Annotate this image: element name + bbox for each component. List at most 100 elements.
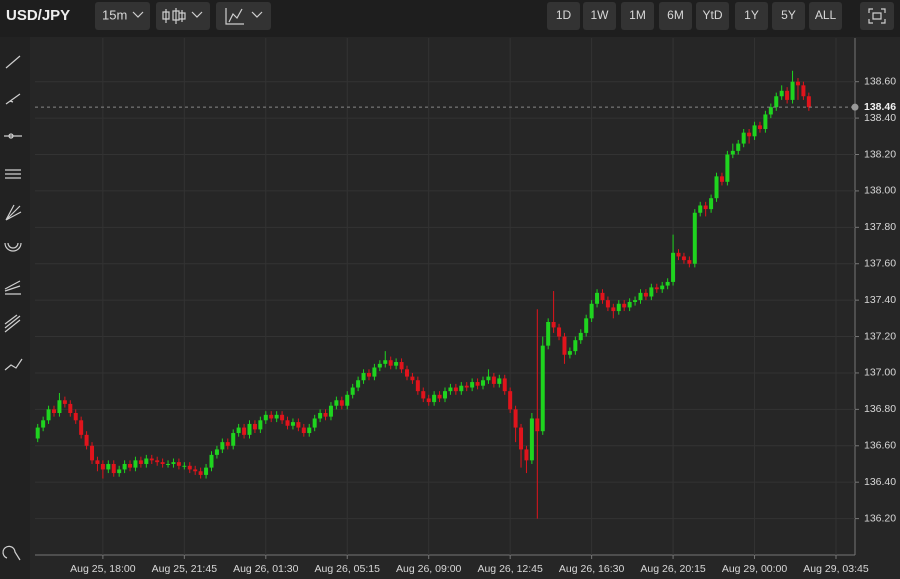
candle-body bbox=[394, 362, 399, 366]
interval: 15m bbox=[102, 7, 127, 22]
candle-body bbox=[296, 422, 301, 428]
candle-body bbox=[350, 387, 355, 395]
candle-body bbox=[106, 463, 111, 470]
candle-body bbox=[578, 332, 583, 341]
y-tick-label: 137.00 bbox=[864, 367, 896, 379]
candle-body bbox=[62, 400, 67, 404]
arc-tool[interactable] bbox=[4, 242, 22, 252]
candle-body bbox=[665, 281, 670, 286]
range-label: YtD bbox=[702, 8, 722, 22]
candle-body bbox=[307, 427, 312, 434]
range-button[interactable] bbox=[621, 2, 654, 30]
candle-body bbox=[312, 418, 317, 428]
candle-body bbox=[475, 382, 480, 386]
candle-body bbox=[263, 414, 268, 421]
candle-body bbox=[459, 385, 464, 392]
candle-body bbox=[622, 303, 627, 308]
range-label: 5Y bbox=[781, 8, 796, 22]
candle-body bbox=[567, 351, 572, 355]
candle-body bbox=[318, 413, 323, 419]
candle-body bbox=[562, 336, 567, 355]
candle-body bbox=[443, 391, 447, 399]
candle-body bbox=[605, 300, 610, 308]
candle-body bbox=[790, 81, 795, 100]
candle-body bbox=[214, 449, 219, 455]
candle-body bbox=[600, 292, 605, 301]
candle-body bbox=[464, 385, 469, 388]
candle-body bbox=[557, 327, 562, 337]
range-button[interactable] bbox=[696, 2, 729, 30]
chart-type-button[interactable] bbox=[156, 2, 210, 30]
candle-body bbox=[231, 433, 236, 446]
candle-body bbox=[84, 434, 89, 446]
candle-body bbox=[187, 465, 192, 470]
indicator-button[interactable] bbox=[216, 2, 271, 30]
candle-body bbox=[589, 303, 594, 319]
hline-tool[interactable] bbox=[4, 133, 22, 139]
x-tick-label: Aug 26, 09:00 bbox=[396, 563, 462, 575]
candle-body bbox=[643, 292, 648, 297]
candle-body bbox=[491, 376, 496, 384]
candle-body bbox=[149, 458, 154, 461]
range-button[interactable] bbox=[735, 2, 768, 30]
trend-tool[interactable] bbox=[5, 55, 21, 69]
candle-body bbox=[627, 301, 632, 308]
candle-body bbox=[763, 114, 768, 130]
fullscreen-button[interactable] bbox=[860, 2, 894, 30]
candle-body bbox=[68, 403, 73, 414]
x-tick-label: Aug 26, 12:45 bbox=[477, 563, 543, 575]
fan-tool[interactable] bbox=[5, 204, 22, 221]
candle-body bbox=[388, 360, 393, 366]
pitch-tool[interactable] bbox=[4, 314, 21, 333]
range-button[interactable] bbox=[659, 2, 692, 30]
candle-body bbox=[52, 409, 57, 414]
candle-body bbox=[649, 287, 654, 297]
range-button[interactable] bbox=[772, 2, 805, 30]
y-tick-label: 137.80 bbox=[864, 221, 896, 233]
range-label: 6M bbox=[667, 8, 684, 22]
tool-icons bbox=[2, 55, 23, 561]
y-tick-label: 136.40 bbox=[864, 476, 896, 488]
x-tick-label: Aug 29, 03:45 bbox=[803, 563, 869, 575]
candle-body bbox=[79, 420, 84, 435]
channel-tool[interactable] bbox=[5, 169, 21, 179]
candle-body bbox=[502, 378, 507, 392]
range-button[interactable] bbox=[547, 2, 580, 30]
candle-body bbox=[774, 96, 779, 108]
range-button[interactable] bbox=[583, 2, 616, 30]
candle-body bbox=[399, 362, 404, 370]
candle-body bbox=[100, 463, 105, 470]
range-button[interactable] bbox=[809, 2, 842, 30]
candle-body bbox=[795, 81, 800, 86]
candle-body bbox=[421, 391, 426, 399]
candle-body bbox=[410, 376, 415, 381]
candle-body bbox=[687, 260, 692, 264]
interval-button[interactable] bbox=[95, 2, 150, 30]
candle-body bbox=[730, 150, 735, 155]
candle-body bbox=[377, 363, 382, 368]
x-tick-label: Aug 26, 01:30 bbox=[233, 563, 299, 575]
candle-body bbox=[757, 125, 762, 130]
candle-body bbox=[551, 321, 556, 328]
candle-body bbox=[176, 462, 181, 466]
fullscreen-icon bbox=[868, 8, 886, 24]
indicator-icon bbox=[225, 8, 263, 25]
candle-body bbox=[453, 387, 458, 392]
fib-tool[interactable] bbox=[4, 280, 21, 295]
range-label: ALL bbox=[815, 8, 837, 22]
candle-body bbox=[334, 400, 339, 406]
last-price-dot bbox=[851, 103, 859, 111]
magnet-tool[interactable] bbox=[2, 545, 21, 561]
path-tool[interactable] bbox=[4, 358, 23, 371]
ray-tool[interactable] bbox=[5, 93, 21, 105]
dropdown-icon bbox=[132, 11, 144, 18]
candle-body bbox=[117, 469, 122, 474]
candle-body bbox=[725, 154, 730, 182]
candle-body bbox=[323, 413, 328, 417]
candle-body bbox=[73, 413, 78, 421]
candle-body bbox=[692, 212, 697, 264]
candle-body bbox=[785, 90, 790, 100]
candle-body bbox=[432, 394, 437, 403]
y-tick-label: 136.20 bbox=[864, 512, 896, 524]
